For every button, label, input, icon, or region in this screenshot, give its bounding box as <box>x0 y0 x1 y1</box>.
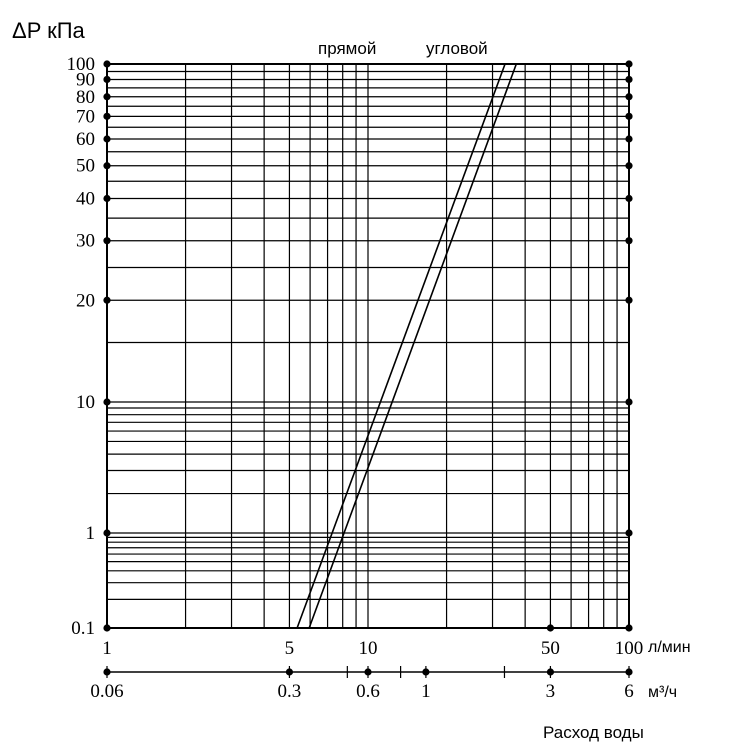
x-tick-label-secondary: 0.6 <box>356 681 380 702</box>
y-tick-label: 1 <box>86 523 96 544</box>
secondary-tick-dot <box>285 668 294 676</box>
y-tick-dot-right <box>625 398 633 406</box>
y-tick-dot-right <box>625 237 633 245</box>
y-tick-dot-right <box>625 624 633 632</box>
secondary-tick-dot <box>103 668 111 676</box>
y-tick-dot-left <box>103 194 111 203</box>
y-tick-dot-right <box>625 296 633 304</box>
y-axis-label: ΔP кПа <box>12 18 86 43</box>
y-tick-label: 10 <box>76 392 95 413</box>
x-tick-label-primary: 50 <box>541 638 560 659</box>
y-tick-label: 70 <box>76 106 95 127</box>
x-tick-label-secondary: 0.06 <box>90 681 123 702</box>
secondary-tick-dot <box>625 668 633 676</box>
x-tick-label-primary: 5 <box>285 638 295 659</box>
y-tick-dot-left <box>103 135 111 143</box>
y-tick-label: 50 <box>76 156 95 177</box>
series-label-1: прямой <box>318 39 376 58</box>
y-tick-label: 60 <box>76 129 95 150</box>
plot-border <box>106 63 630 629</box>
y-tick-label: 20 <box>76 290 95 311</box>
y-tick-dot-left <box>103 75 111 84</box>
y-tick-dot-left <box>103 398 111 406</box>
y-tick-label: 100 <box>67 54 96 75</box>
y-tick-dot-right <box>625 162 633 170</box>
x-tick-label-secondary: 3 <box>546 681 556 702</box>
y-tick-dot-left <box>103 60 111 68</box>
labels: ΔP кПа л/мин м³/ч Расход воды прямой угло… <box>12 18 691 742</box>
y-tick-dot-left <box>103 296 111 304</box>
x-tick-label-secondary: 1 <box>421 681 431 702</box>
x-tick-label-primary: 10 <box>359 638 378 659</box>
series-lines <box>296 63 518 629</box>
y-tick-dot-left <box>103 624 111 632</box>
x-axis-secondary-unit: м³/ч <box>648 684 677 701</box>
y-tick-dot-right <box>625 75 633 84</box>
y-tick-dot-right <box>625 112 633 120</box>
x-tick-label-secondary: 0.3 <box>278 681 302 702</box>
axis-dots <box>103 60 633 676</box>
y-tick-dot-right <box>625 194 633 203</box>
x-axis-label: Расход воды <box>543 723 644 742</box>
y-tick-dot-right <box>625 60 633 68</box>
series-label-2: угловой <box>426 39 488 58</box>
secondary-tick-dot <box>364 668 372 676</box>
y-tick-dot-left <box>103 112 111 120</box>
y-tick-dot-right <box>625 529 633 537</box>
secondary-tick-dot <box>422 668 430 676</box>
y-tick-label: 80 <box>76 87 95 108</box>
x-tick-dot <box>546 624 555 632</box>
y-tick-label: 30 <box>76 231 95 252</box>
y-tick-dot-right <box>625 135 633 143</box>
series-line-1 <box>296 63 506 629</box>
x-tick-label-secondary: 6 <box>624 681 634 702</box>
y-tick-dot-left <box>103 237 111 245</box>
grid <box>107 64 629 628</box>
y-tick-label: 40 <box>76 189 95 210</box>
x-axis-primary-unit: л/мин <box>648 639 691 656</box>
y-tick-dot-left <box>103 93 111 101</box>
y-tick-dot-left <box>103 529 111 537</box>
x-tick-label-primary: 100 <box>615 638 644 659</box>
y-tick-label: 90 <box>76 69 95 90</box>
series-line-2 <box>308 63 518 629</box>
y-tick-dot-left <box>103 162 111 170</box>
y-tick-dot-right <box>625 93 633 101</box>
secondary-tick-dot <box>546 668 555 676</box>
y-tick-label: 0.1 <box>71 618 95 639</box>
x-tick-label-primary: 1 <box>102 638 112 659</box>
